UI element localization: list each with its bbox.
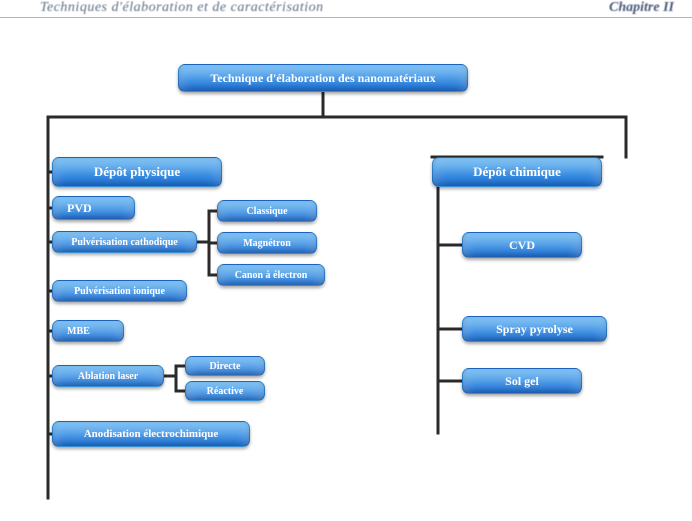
node-abl: Ablation laser [52, 365, 164, 387]
node-direct: Directe [185, 356, 265, 376]
node-pvd: PVD [52, 196, 135, 220]
node-solgel: Sol gel [462, 368, 582, 394]
node-anod: Anodisation électrochimique [52, 421, 250, 447]
node-canon: Canon à électron [217, 264, 325, 286]
node-react: Réactive [185, 381, 265, 401]
node-root: Technique d'élaboration des nanomatériau… [178, 64, 468, 92]
header-title-left: Techniques d'élaboration et de caractéri… [40, 0, 324, 13]
node-ion: Pulvérisation ionique [52, 280, 187, 302]
node-magn: Magnétron [217, 232, 317, 254]
diagram-canvas: Technique d'élaboration des nanomatériau… [0, 18, 692, 521]
node-cvd: CVD [462, 232, 582, 258]
header-chapter-right: Chapitre II [609, 0, 674, 13]
node-mbe: MBE [52, 320, 124, 342]
node-phys: Dépôt physique [52, 157, 222, 187]
node-classiq: Classique [217, 200, 317, 222]
node-spray: Spray pyrolyse [462, 316, 607, 342]
node-chim: Dépôt chimique [432, 157, 602, 187]
node-cath: Pulvérisation cathodique [52, 231, 197, 253]
page-header: Techniques d'élaboration et de caractéri… [0, 0, 692, 18]
